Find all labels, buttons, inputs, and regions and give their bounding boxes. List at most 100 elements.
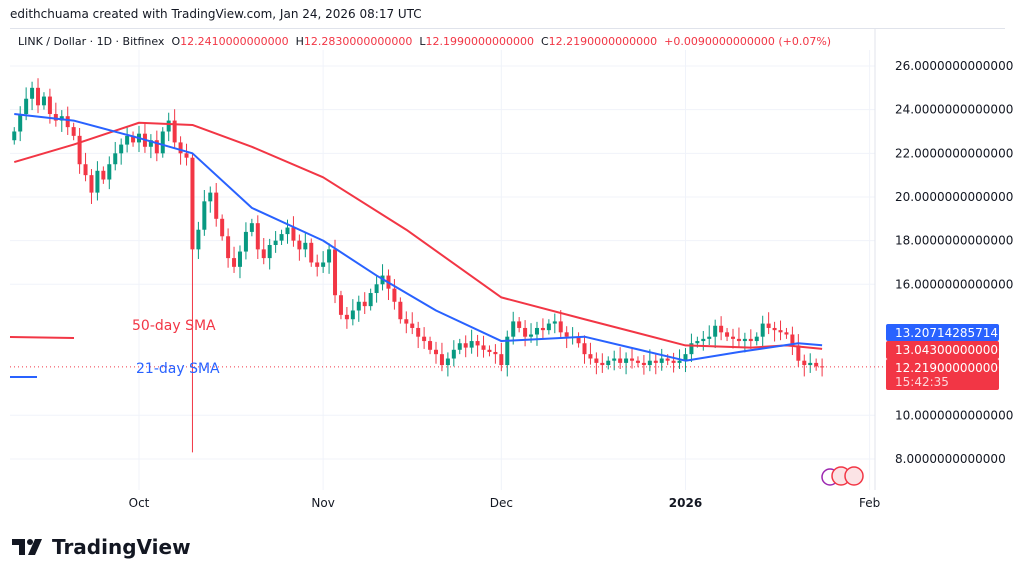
candle-body [30,87,35,99]
x-tick-label: Dec [490,496,513,510]
candle-body [356,301,361,311]
candle-body [814,362,819,367]
candle-body [410,323,415,328]
candle-body [540,327,545,331]
candle-body [208,192,213,202]
chart-frame [10,28,1005,519]
candle-body [178,142,183,154]
symbol-label[interactable]: LINK / Dollar · 1D · Bitfinex [18,35,165,48]
sma50-legend-line [9,336,75,339]
change-value: +0.0090000000000 (+0.07%) [664,35,832,48]
candle-body [683,354,688,361]
chart-caption: edithchuama created with TradingView.com… [10,7,422,21]
sma21-price-tag [886,324,999,341]
candle-body [588,354,593,359]
candle-body [321,262,326,267]
high-value: 12.2830000000000 [303,35,413,48]
candle-body [445,358,450,366]
candle-body [83,164,88,176]
candle-body [659,358,664,363]
y-tick-label: 10.0000000000000 [895,408,1013,422]
close-value: 12.2190000000000 [548,35,658,48]
candle-body [552,321,557,324]
candle-body [344,314,349,320]
candle-body [802,360,807,366]
candle-body [12,131,17,141]
candle-body [641,362,646,366]
candle-body [160,131,165,154]
candle-body [279,234,284,241]
candle-body [665,358,670,361]
candle-body [766,323,771,328]
candle-body [125,135,130,145]
candle-body [790,334,795,346]
tradingview-logo[interactable]: TradingView [12,535,191,559]
candle-body [398,301,403,320]
candle-body [808,362,813,366]
y-axis: 26.0000000000000 24.0000000000000 22.00000… [895,59,1013,466]
candle-body [368,293,373,307]
candle-body [422,336,427,342]
grid [10,28,876,490]
candle-body [148,140,153,147]
candle-body [327,249,332,263]
candle-body [428,341,433,350]
y-tick-label: 16.0000000000000 [895,277,1013,291]
candle-body [47,96,52,115]
candle-body [725,332,730,337]
x-tick-label: 2026 [669,496,702,510]
price-tags: 13.2071428571429 13.0430000000000 12.21900… [821,324,1013,486]
candle-body [303,242,308,250]
sma21-line [14,113,823,362]
candle-body [285,227,290,235]
candle-body [523,327,528,337]
y-tick-label: 18.0000000000000 [895,234,1013,248]
candle-body [736,338,741,342]
candle-body [243,231,248,252]
candle-body [220,218,225,237]
candle-body [493,351,498,355]
candle-body [392,288,397,302]
sma50-label: 50-day SMA [132,318,216,334]
open-label: O [171,35,181,48]
y-tick-label: 22.0000000000000 [895,146,1013,160]
candle-body [701,338,706,342]
ohlc-legend: LINK / Dollar · 1D · Bitfinex O12.241000… [18,35,831,48]
candle-body [89,175,94,193]
candle-body [113,153,118,165]
candle-body [434,349,438,355]
candle-body [475,341,480,346]
candle-body [647,360,652,366]
brand-name: TradingView [52,535,191,559]
candle-body [291,227,296,241]
y-tick-label: 26.0000000000000 [895,59,1013,73]
candle-body [255,223,260,250]
y-tick-label: 8.0000000000000 [895,452,1006,466]
candle-body [653,360,658,363]
candle-body [131,135,136,143]
candle-body [154,140,159,154]
candle-body [618,358,623,363]
candle-body [36,87,41,106]
candle-body [65,116,70,128]
candle-body [226,236,231,259]
candle-body [249,223,254,232]
candle-body [463,343,468,348]
candle-body [451,349,456,359]
candle-body [505,336,510,366]
tradingview-logo-icon [12,539,42,555]
sma50-price-text: 13.0430000000000 [895,343,1013,357]
candle-body [778,330,783,333]
candle-body [635,360,640,363]
candle-body [612,358,617,361]
candle-body [689,343,694,355]
candle-body [487,349,492,352]
us-flag-icon [844,466,864,486]
candle-body [630,358,635,361]
candle-body [309,242,314,263]
open-value: 12.2410000000000 [180,35,289,48]
candle-body [261,249,266,259]
sma-lines [9,113,885,378]
candle-body [338,295,343,315]
